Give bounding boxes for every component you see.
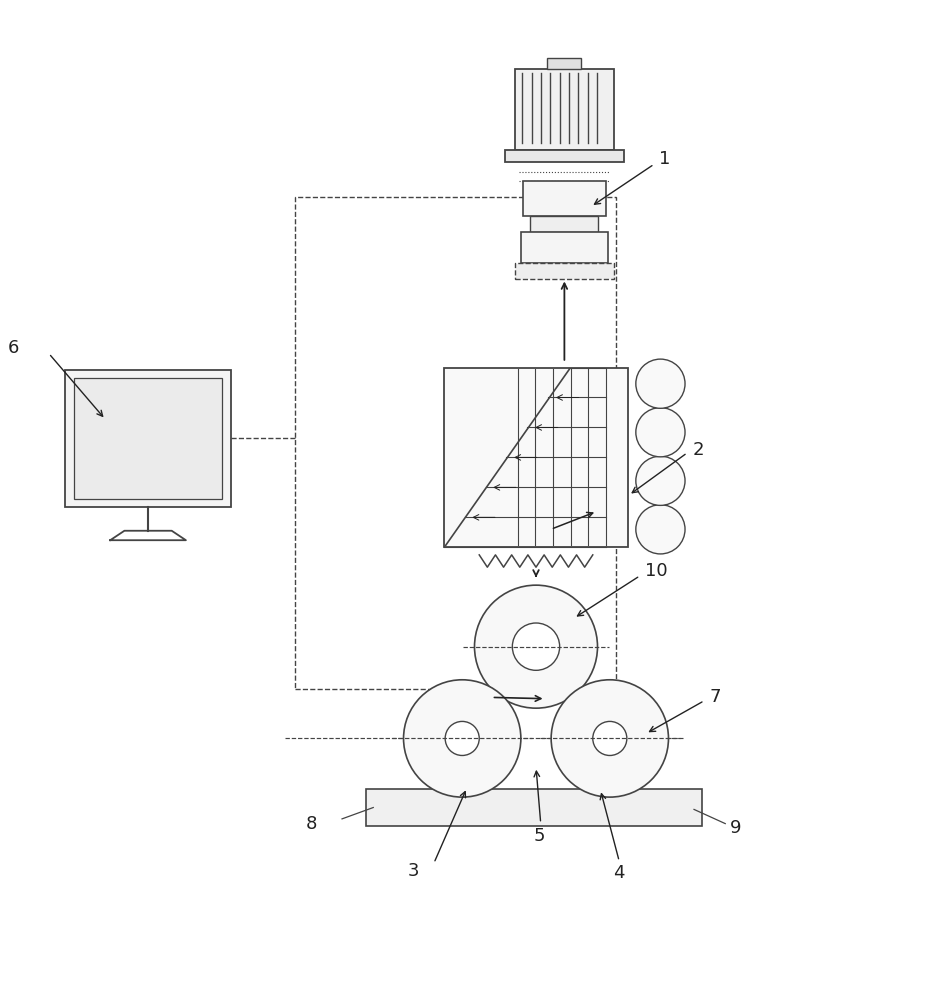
Bar xyxy=(521,232,608,263)
Text: 1: 1 xyxy=(659,150,670,168)
Bar xyxy=(514,263,614,279)
Circle shape xyxy=(403,680,521,797)
Circle shape xyxy=(636,505,685,554)
Circle shape xyxy=(512,623,560,670)
Bar xyxy=(65,370,231,507)
Circle shape xyxy=(636,359,685,408)
Circle shape xyxy=(474,585,598,708)
Bar xyxy=(74,378,222,499)
Bar xyxy=(548,58,582,69)
Circle shape xyxy=(636,408,685,457)
Bar xyxy=(365,789,701,826)
Text: 2: 2 xyxy=(692,441,703,459)
Bar xyxy=(295,197,617,689)
Circle shape xyxy=(593,721,627,755)
Text: 3: 3 xyxy=(407,862,419,880)
Bar xyxy=(514,69,614,150)
Text: 5: 5 xyxy=(533,827,545,845)
Circle shape xyxy=(551,680,668,797)
Bar xyxy=(505,150,623,162)
Circle shape xyxy=(445,721,479,755)
Bar xyxy=(530,216,599,232)
Text: 10: 10 xyxy=(644,562,667,580)
Text: 7: 7 xyxy=(709,688,720,706)
Text: 9: 9 xyxy=(730,819,741,837)
Bar xyxy=(444,368,628,547)
Circle shape xyxy=(636,456,685,505)
Bar xyxy=(523,181,606,216)
Text: 8: 8 xyxy=(307,815,318,833)
Text: 6: 6 xyxy=(8,339,19,357)
Text: 4: 4 xyxy=(613,864,624,882)
